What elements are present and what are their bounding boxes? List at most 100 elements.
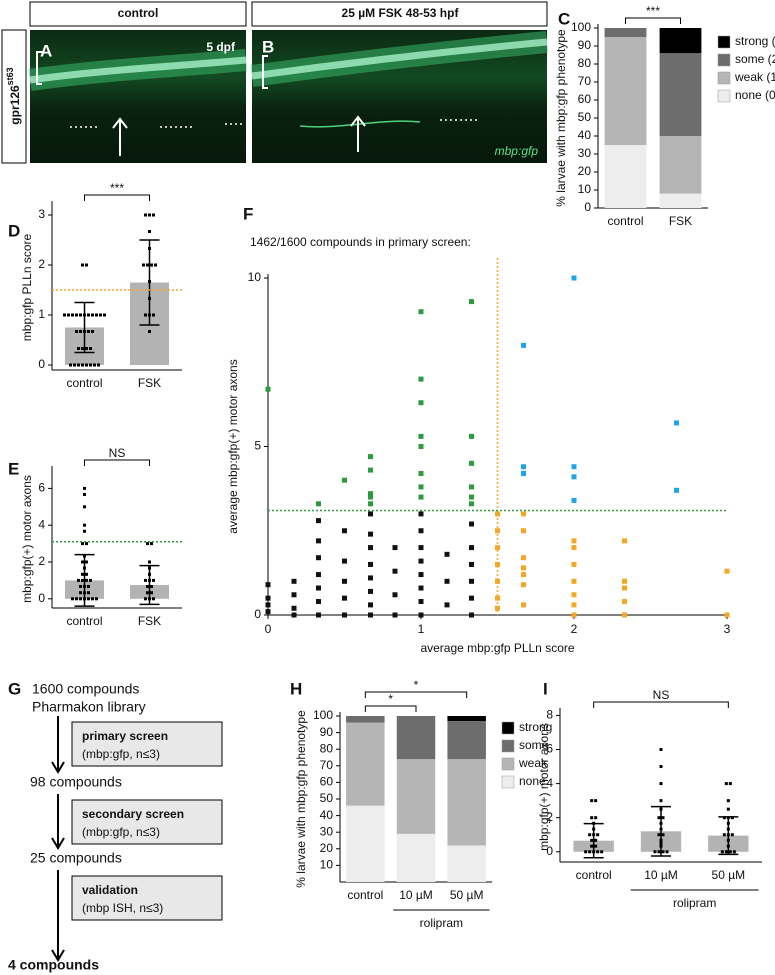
data-point bbox=[588, 833, 592, 837]
x-tick-label: FSK bbox=[138, 376, 161, 390]
x-tick-label: 2 bbox=[571, 622, 578, 636]
data-point bbox=[63, 313, 66, 317]
data-point bbox=[89, 363, 92, 367]
data-point bbox=[730, 816, 734, 820]
legend-label: some bbox=[519, 738, 549, 752]
data-point bbox=[657, 850, 661, 854]
data-point bbox=[75, 313, 78, 317]
data-point bbox=[291, 612, 297, 618]
y-tick-label: 4 bbox=[38, 517, 45, 531]
genotype-box bbox=[1, 29, 27, 164]
y-tick-label: 70 bbox=[320, 758, 334, 772]
data-point bbox=[590, 799, 594, 803]
legend-label: strong bbox=[519, 720, 552, 734]
data-point bbox=[368, 588, 374, 594]
y-tick-label: 40 bbox=[578, 128, 592, 142]
data-point bbox=[468, 595, 474, 601]
data-point bbox=[659, 799, 663, 803]
data-point bbox=[315, 599, 321, 605]
legend-label: none (0) bbox=[735, 88, 775, 102]
y-axis-label: % larvae with mbp:gfp phenotype bbox=[554, 29, 568, 207]
data-point bbox=[596, 850, 600, 854]
data-point bbox=[315, 538, 321, 544]
error-bar bbox=[651, 805, 671, 857]
data-point bbox=[85, 542, 88, 546]
y-tick-label: 60 bbox=[320, 775, 334, 789]
bar-segment bbox=[396, 833, 436, 882]
data-point bbox=[657, 816, 661, 820]
data-point bbox=[77, 347, 80, 350]
data-point bbox=[148, 560, 151, 564]
data-point bbox=[590, 844, 594, 848]
bar-segment bbox=[447, 720, 486, 760]
panel-letter: A bbox=[40, 41, 52, 60]
y-tick-label: 10 bbox=[248, 270, 262, 284]
data-point bbox=[368, 511, 374, 517]
x-tick-label: 1 bbox=[418, 622, 425, 636]
data-point bbox=[315, 555, 321, 561]
legend-label: some (2) bbox=[735, 52, 775, 66]
x-tick-label: 10 µM bbox=[644, 868, 678, 882]
legend-swatch bbox=[501, 739, 515, 753]
data-point bbox=[77, 578, 80, 582]
data-point bbox=[85, 572, 88, 576]
y-tick-label: 1 bbox=[38, 307, 45, 321]
data-point bbox=[418, 444, 424, 449]
significance-label: NS bbox=[109, 446, 126, 460]
data-point bbox=[85, 578, 88, 582]
data-point bbox=[596, 833, 600, 837]
data-point bbox=[144, 578, 147, 582]
data-point bbox=[418, 558, 424, 564]
y-tick-label: 40 bbox=[320, 808, 334, 822]
y-tick-label: 6 bbox=[546, 742, 553, 756]
data-point bbox=[571, 497, 577, 503]
data-point bbox=[67, 313, 70, 317]
y-tick-label: 3 bbox=[38, 207, 45, 221]
data-point bbox=[368, 467, 374, 473]
data-point bbox=[418, 511, 424, 517]
data-point bbox=[521, 528, 527, 534]
data-point bbox=[621, 578, 627, 584]
y-tick-label: 4 bbox=[546, 776, 553, 790]
data-point bbox=[659, 782, 663, 786]
data-point bbox=[571, 275, 577, 281]
data-point bbox=[720, 850, 724, 854]
data-point bbox=[146, 591, 149, 595]
flow-detail: (mbp:gfp, n≤3) bbox=[82, 747, 160, 761]
data-point bbox=[571, 464, 577, 470]
data-point bbox=[571, 545, 577, 551]
data-point bbox=[621, 538, 627, 544]
data-point bbox=[418, 612, 424, 618]
data-point bbox=[342, 528, 347, 534]
y-axis-label: mbp:gfp(+) motor axons bbox=[20, 475, 34, 603]
chart-title: 1462/1600 compounds in primary screen: bbox=[250, 235, 471, 249]
data-point bbox=[368, 491, 374, 497]
data-point bbox=[468, 501, 474, 507]
data-point bbox=[571, 602, 577, 608]
y-tick-label: 80 bbox=[320, 741, 334, 755]
data-point bbox=[148, 213, 151, 217]
data-point bbox=[93, 363, 96, 367]
data-point bbox=[315, 501, 321, 507]
bar-segment bbox=[346, 805, 385, 882]
data-point bbox=[468, 299, 474, 305]
data-point bbox=[91, 597, 94, 601]
bar-segment bbox=[659, 193, 702, 208]
data-point bbox=[724, 612, 730, 618]
legend-swatch bbox=[501, 721, 515, 735]
bar-segment bbox=[346, 716, 385, 723]
data-point bbox=[659, 765, 663, 769]
data-point bbox=[87, 584, 90, 588]
data-point bbox=[418, 309, 424, 315]
data-point bbox=[722, 816, 726, 820]
data-point bbox=[265, 386, 271, 392]
data-point bbox=[342, 477, 347, 483]
data-point bbox=[75, 330, 78, 333]
data-point bbox=[71, 597, 74, 601]
data-point bbox=[722, 833, 726, 837]
data-point bbox=[152, 213, 155, 217]
data-point bbox=[724, 782, 728, 786]
data-point bbox=[468, 545, 474, 551]
data-point bbox=[315, 518, 321, 524]
data-point bbox=[571, 474, 577, 480]
